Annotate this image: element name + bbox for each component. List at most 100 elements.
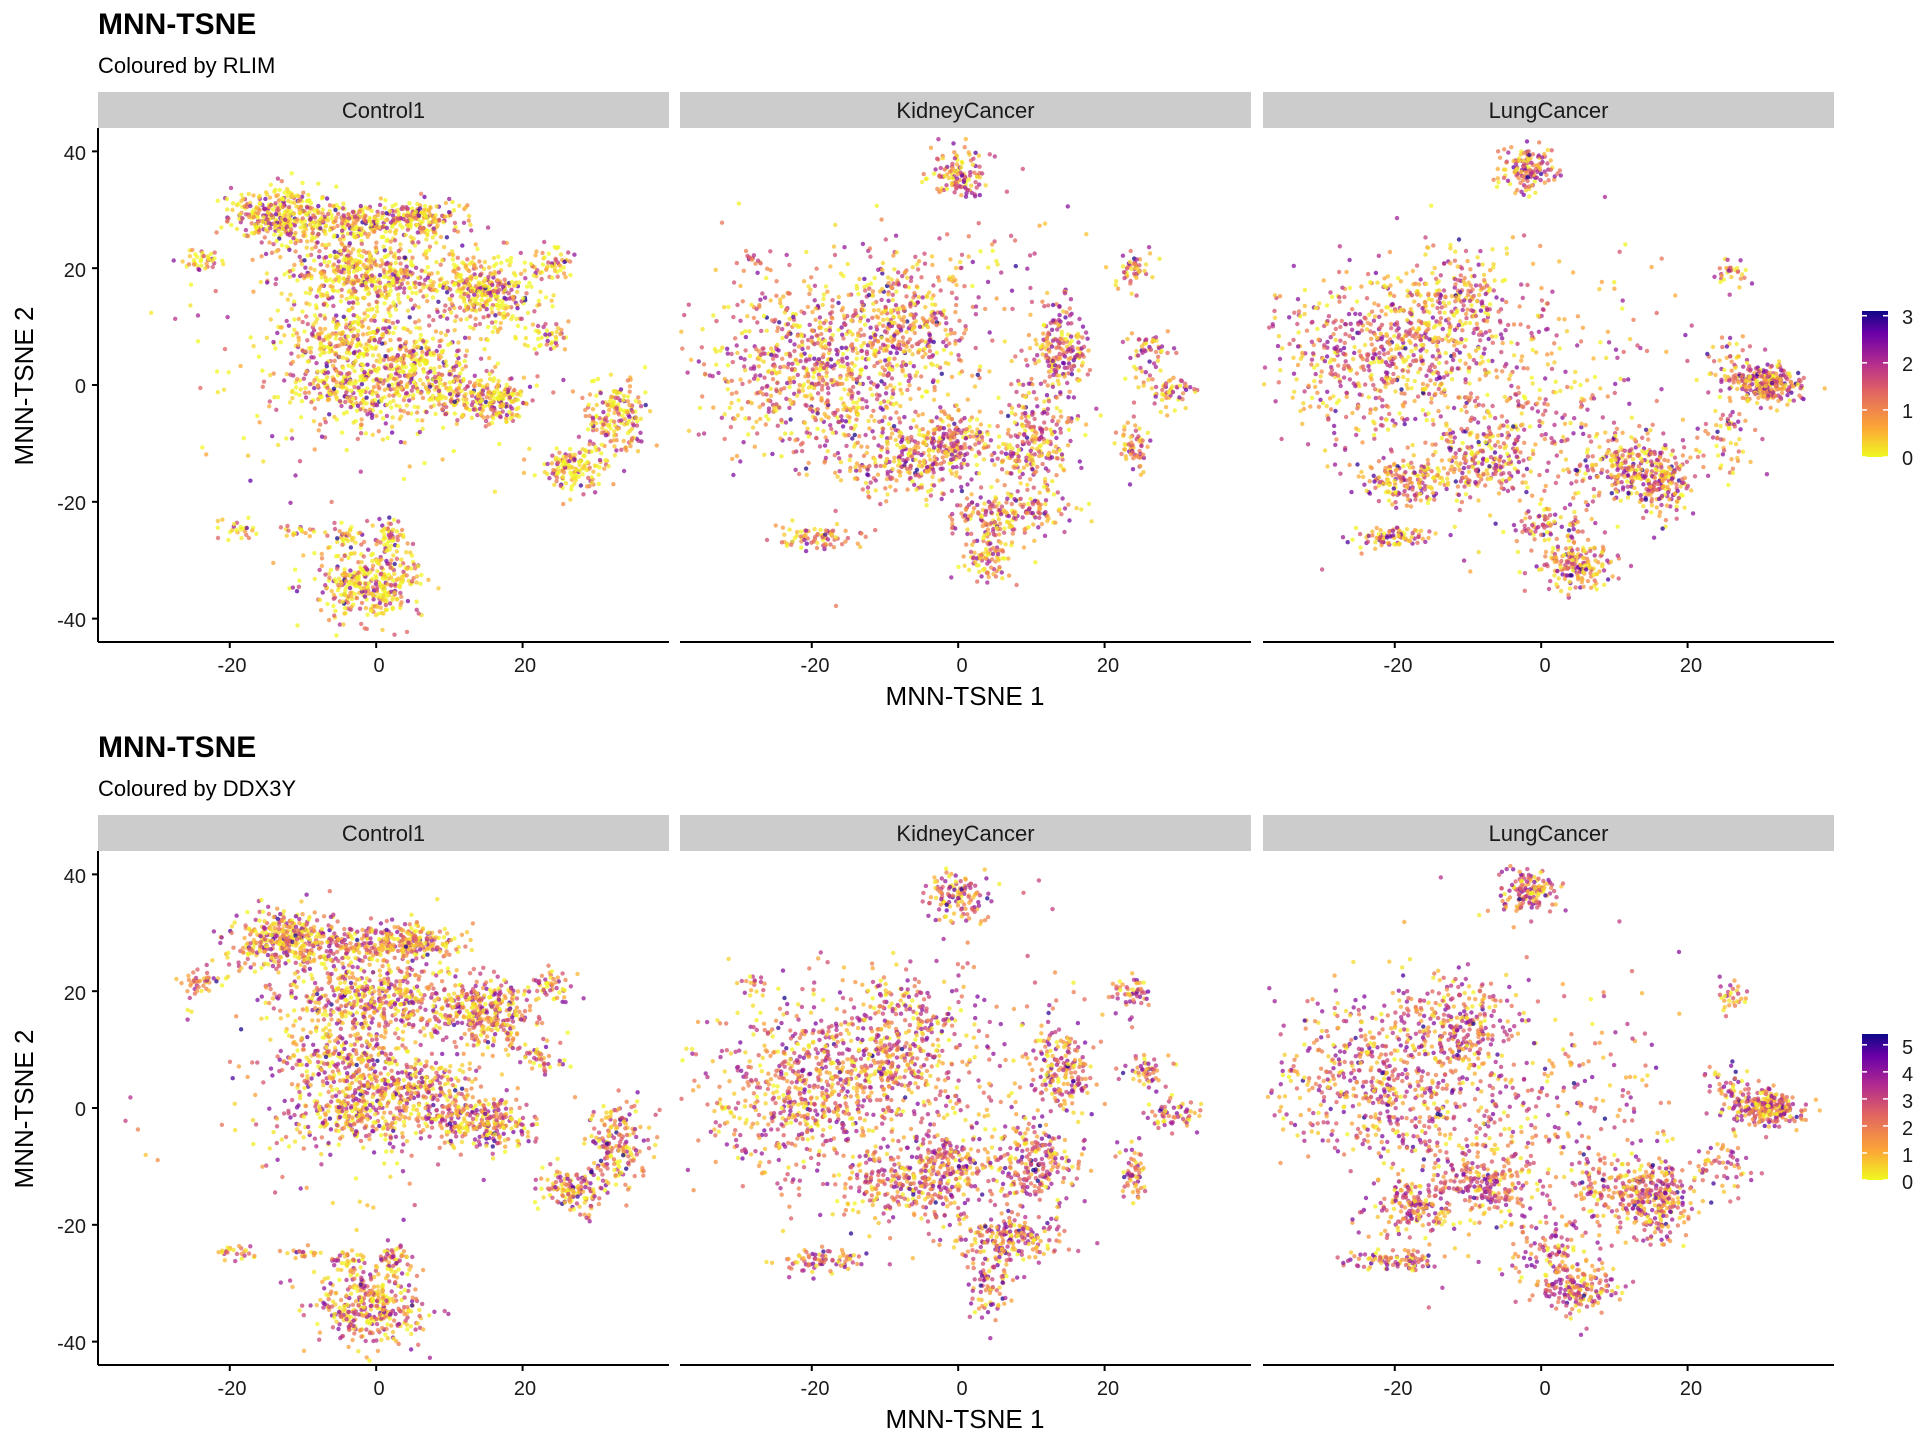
data-point — [977, 175, 983, 180]
data-point — [296, 316, 301, 322]
data-point — [371, 329, 377, 335]
data-point — [740, 299, 745, 304]
data-point — [297, 254, 302, 259]
data-point — [263, 196, 268, 202]
data-point — [380, 224, 385, 230]
data-point — [815, 333, 820, 338]
data-point — [312, 208, 317, 213]
data-point — [465, 203, 470, 208]
data-point — [512, 387, 517, 393]
data-point — [810, 409, 815, 414]
data-point — [879, 311, 884, 316]
data-point — [917, 324, 923, 329]
data-point — [351, 350, 357, 356]
data-point — [732, 416, 737, 422]
data-point — [478, 378, 484, 383]
data-point — [384, 598, 389, 603]
data-point — [894, 250, 899, 255]
data-point — [246, 214, 252, 219]
data-point — [817, 315, 823, 320]
data-point — [933, 167, 938, 172]
data-point — [436, 586, 441, 591]
data-point — [373, 249, 379, 254]
data-point — [382, 254, 388, 259]
data-point — [1059, 329, 1065, 334]
data-point — [539, 276, 544, 282]
data-point — [820, 378, 826, 383]
data-point — [839, 396, 844, 401]
data-point — [630, 409, 635, 415]
data-point — [347, 585, 353, 591]
data-point — [323, 334, 329, 340]
data-point — [1083, 330, 1089, 335]
data-point — [404, 550, 409, 555]
data-point — [380, 627, 385, 633]
data-point — [581, 492, 586, 497]
data-point — [787, 291, 792, 296]
data-point — [225, 219, 230, 224]
data-point — [387, 229, 393, 234]
data-point — [408, 566, 414, 571]
data-point — [516, 405, 521, 410]
data-point — [375, 369, 380, 374]
data-point — [751, 315, 757, 321]
data-point — [627, 384, 633, 389]
data-point — [407, 315, 412, 320]
data-point — [839, 325, 844, 330]
data-point — [404, 566, 410, 571]
data-point — [924, 293, 930, 298]
data-point — [380, 416, 386, 421]
data-point — [370, 523, 375, 528]
data-point — [299, 258, 304, 263]
data-point — [408, 297, 414, 302]
data-point — [377, 336, 383, 342]
data-point — [511, 399, 516, 404]
data-point — [883, 304, 888, 310]
data-point — [625, 410, 630, 415]
data-point — [460, 413, 465, 418]
data-point — [508, 259, 513, 264]
data-point — [491, 288, 496, 294]
data-point — [452, 305, 457, 311]
data-point — [726, 304, 731, 310]
data-point — [261, 459, 266, 464]
data-point — [802, 393, 807, 399]
data-point — [762, 452, 767, 457]
data-point — [337, 399, 343, 404]
data-point — [700, 394, 705, 399]
data-point — [374, 377, 379, 382]
data-point — [345, 371, 350, 377]
data-point — [396, 519, 401, 524]
data-point — [440, 425, 446, 430]
data-point — [468, 222, 473, 227]
data-point — [353, 234, 359, 240]
data-point — [929, 254, 935, 259]
data-point — [308, 201, 314, 206]
data-point — [298, 415, 304, 420]
data-point — [897, 324, 902, 329]
data-point — [614, 405, 619, 410]
data-point — [392, 571, 397, 577]
data-point — [284, 318, 289, 324]
data-point — [605, 423, 611, 428]
data-point — [465, 384, 470, 389]
data-point — [854, 283, 859, 289]
data-point — [948, 257, 953, 262]
data-point — [589, 422, 594, 427]
data-point — [407, 248, 412, 254]
data-point — [294, 589, 300, 594]
data-point — [826, 391, 831, 396]
data-point — [875, 383, 880, 388]
data-point — [442, 402, 447, 407]
data-point — [835, 352, 840, 357]
data-point — [305, 321, 310, 327]
data-point — [274, 249, 279, 254]
data-point — [686, 428, 692, 433]
data-point — [486, 313, 491, 318]
data-point — [341, 411, 347, 416]
data-point — [364, 342, 369, 347]
data-point — [725, 363, 731, 368]
data-point — [1042, 379, 1048, 384]
data-point — [766, 406, 772, 411]
data-point — [733, 336, 738, 341]
